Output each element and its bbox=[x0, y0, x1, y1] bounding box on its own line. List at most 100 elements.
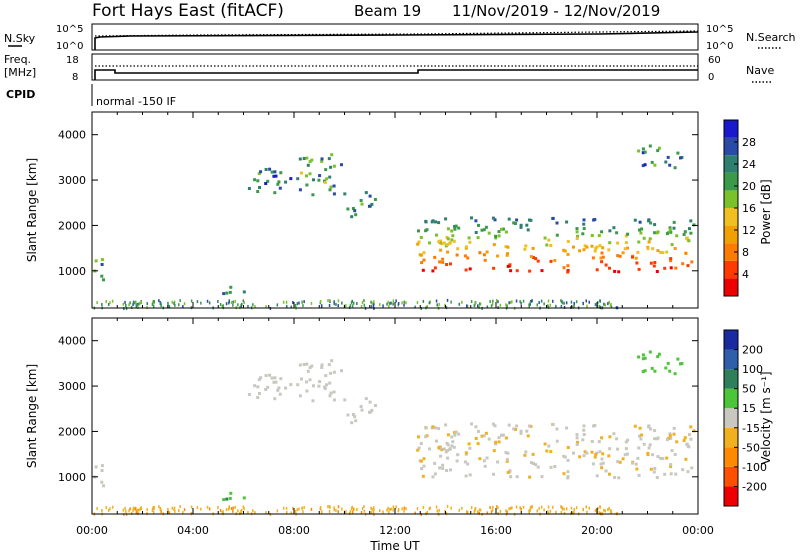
power-cell bbox=[493, 218, 497, 222]
velocity-cell bbox=[482, 459, 486, 463]
velocity-cell bbox=[598, 450, 602, 454]
velocity-cell bbox=[514, 428, 517, 431]
power-cell bbox=[529, 302, 531, 306]
nave-tick-top: 60 bbox=[708, 55, 721, 66]
velocity-cell bbox=[555, 439, 559, 443]
power-cell bbox=[529, 255, 533, 259]
power-cell bbox=[264, 168, 268, 171]
power-cell bbox=[476, 236, 480, 240]
velocity-cell bbox=[319, 506, 322, 509]
velocity-cell bbox=[656, 355, 660, 359]
power-cell bbox=[655, 231, 659, 235]
velocity-cell bbox=[509, 506, 512, 510]
velocity-cell bbox=[590, 440, 594, 443]
velocity-cell bbox=[370, 408, 374, 412]
velocity-cell bbox=[637, 446, 641, 450]
power-cell bbox=[318, 174, 322, 178]
power-cell bbox=[310, 301, 313, 305]
power-cell bbox=[320, 157, 324, 161]
power-cell bbox=[450, 238, 454, 242]
power-cell bbox=[604, 303, 606, 307]
velocity-cell bbox=[610, 511, 613, 515]
velocity-cell bbox=[311, 399, 315, 403]
velocity-cell bbox=[360, 408, 364, 412]
power-cell bbox=[247, 304, 249, 308]
power-cell bbox=[125, 304, 127, 307]
power-cell bbox=[492, 266, 496, 270]
velocity-cell bbox=[489, 506, 491, 510]
cpid-text: normal -150 IF bbox=[96, 95, 176, 108]
power-cell bbox=[643, 163, 647, 167]
velocity-cell bbox=[171, 506, 173, 510]
velocity-cell bbox=[135, 510, 138, 514]
velocity-cell bbox=[298, 363, 302, 367]
power-cell bbox=[105, 300, 107, 304]
power-cell bbox=[359, 199, 363, 202]
velocity-cell bbox=[395, 505, 397, 509]
velocity-cell bbox=[320, 511, 323, 515]
power-cell bbox=[631, 255, 634, 259]
power-cell bbox=[284, 180, 288, 184]
velocity-cell bbox=[492, 505, 494, 509]
power-cell bbox=[500, 227, 503, 231]
velocity-cell bbox=[94, 465, 98, 469]
velocity-cell bbox=[626, 438, 630, 442]
velocity-cell bbox=[438, 508, 440, 512]
power-cell bbox=[608, 241, 612, 245]
power-cell bbox=[256, 190, 260, 193]
velocity-cell bbox=[689, 437, 693, 441]
power-cell bbox=[160, 304, 162, 308]
velocity-cell bbox=[591, 462, 595, 466]
power-cell bbox=[575, 227, 579, 231]
velocity-cell bbox=[497, 440, 501, 444]
power-cell bbox=[222, 304, 224, 308]
velocity-cell bbox=[151, 509, 154, 512]
power-cell bbox=[437, 240, 441, 244]
velocity-cell bbox=[684, 457, 688, 461]
power-cell bbox=[538, 301, 540, 305]
power-cell bbox=[653, 223, 657, 227]
velocity-cell bbox=[482, 434, 486, 438]
power-cell bbox=[258, 186, 261, 189]
power-cell bbox=[489, 300, 491, 304]
velocity-cell bbox=[450, 506, 452, 510]
power-cell bbox=[340, 163, 343, 167]
velocity-cell bbox=[582, 424, 586, 428]
power-cell bbox=[107, 303, 110, 306]
power-cell bbox=[470, 300, 473, 304]
power-cell bbox=[653, 231, 657, 235]
velocity-cell bbox=[608, 435, 612, 439]
velocity-cell bbox=[652, 470, 656, 474]
power-cell bbox=[508, 263, 512, 267]
velocity-cell bbox=[608, 506, 610, 510]
power-cell bbox=[478, 305, 480, 309]
y-tick-label: 3000 bbox=[58, 380, 86, 393]
velocity-cell bbox=[237, 509, 239, 513]
power-cell bbox=[599, 299, 601, 303]
velocity-cell bbox=[264, 388, 268, 391]
velocity-cell bbox=[669, 436, 673, 440]
colorbar-tick-label: 20 bbox=[742, 180, 756, 193]
power-cell bbox=[305, 183, 309, 187]
power-cell bbox=[270, 170, 274, 174]
power-cell bbox=[639, 231, 643, 235]
power-cell bbox=[515, 218, 519, 222]
power-cell bbox=[572, 245, 575, 249]
velocity-cell bbox=[597, 440, 601, 444]
power-cell bbox=[329, 165, 333, 169]
colorbar-tick-label: 28 bbox=[742, 136, 756, 149]
velocity-cell bbox=[368, 400, 372, 404]
power-cell bbox=[638, 220, 642, 224]
power-cell bbox=[146, 302, 148, 306]
velocity-cell bbox=[360, 511, 363, 514]
power-cell bbox=[566, 240, 570, 243]
power-cell bbox=[566, 252, 570, 256]
velocity-cell bbox=[656, 455, 660, 459]
velocity-cell bbox=[266, 385, 270, 389]
power-cell bbox=[353, 301, 355, 305]
velocity-cell bbox=[561, 507, 564, 511]
velocity-cell bbox=[555, 427, 559, 431]
power-cell bbox=[242, 290, 246, 294]
velocity-cell bbox=[372, 510, 375, 514]
power-cell bbox=[682, 233, 686, 236]
